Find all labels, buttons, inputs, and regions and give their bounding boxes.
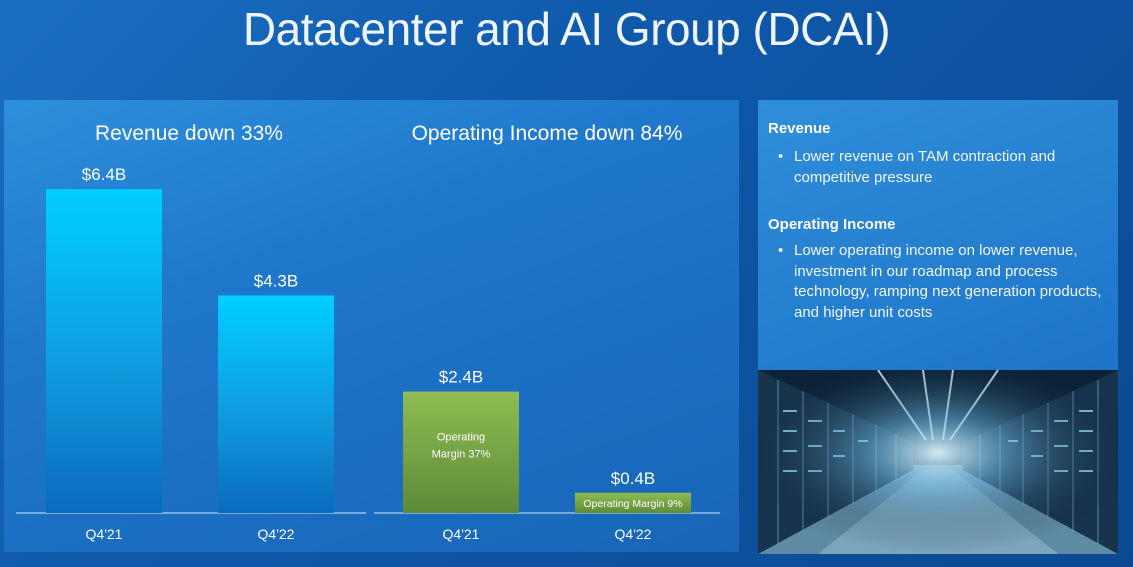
revenue-chart: Revenue down 33% $6.4B Q4'21 $4.3B Q4'22 [16, 122, 366, 542]
datacenter-server-aisle-photo [758, 370, 1118, 554]
bar [218, 295, 334, 513]
category-label: Q4'21 [86, 526, 123, 542]
chart-title: Revenue down 33% [95, 122, 283, 145]
revenue-heading: Revenue [768, 120, 831, 137]
commentary-panel: Revenue Lower revenue on TAM contraction… [758, 100, 1118, 370]
operating-income-bullet: Lower operating income on lower revenue,… [776, 241, 1106, 323]
category-label: Q4'22 [258, 526, 295, 542]
data-label: $2.4B [439, 368, 483, 387]
data-label: $4.3B [254, 271, 298, 290]
bar-annotation: Operating [437, 431, 485, 443]
bar [46, 189, 162, 513]
bar-charts: Revenue down 33% $6.4B Q4'21 $4.3B Q4'22 Ope… [16, 122, 720, 542]
operating-income-chart: Operating Income down 84% $2.4B Q4'21 Opera… [374, 122, 720, 542]
bar [575, 492, 691, 513]
data-label: $6.4B [82, 165, 126, 184]
chart-panel: Revenue down 33% $6.4B Q4'21 $4.3B Q4'22 Ope… [4, 100, 739, 552]
chart-title: Operating Income down 84% [412, 122, 683, 145]
data-label: $0.4B [611, 469, 655, 488]
category-label: Q4'22 [615, 526, 652, 542]
bar-annotation: Operating Margin 9% [583, 498, 682, 510]
revenue-bullet: Lower revenue on TAM contraction and com… [776, 147, 1106, 188]
slide-title: Datacenter and AI Group (DCAI) [242, 3, 891, 55]
operating-income-heading: Operating Income [768, 216, 896, 233]
category-label: Q4'21 [443, 526, 480, 542]
bar-annotation: Margin 37% [432, 448, 491, 460]
bar [403, 391, 519, 513]
